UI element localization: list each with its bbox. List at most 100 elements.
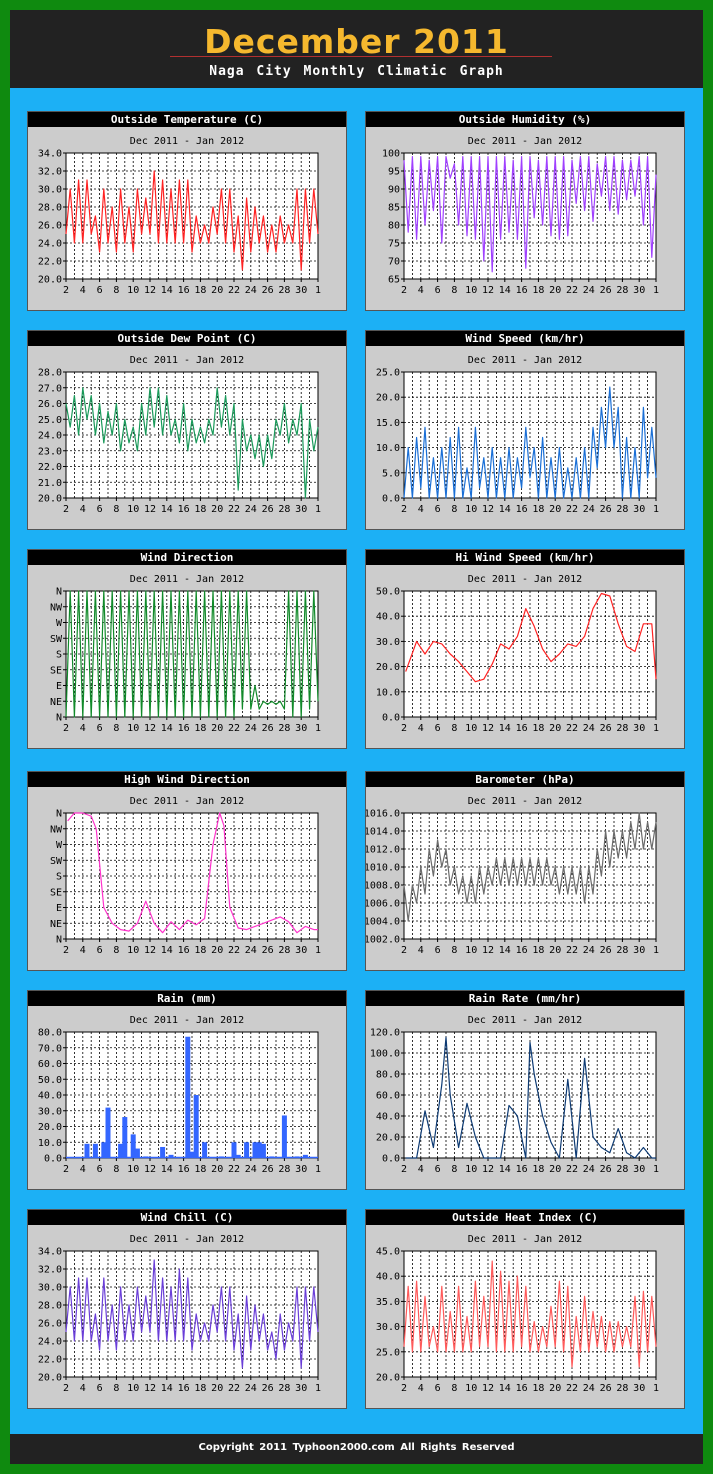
- y-tick-label: 32.0: [38, 167, 62, 178]
- x-tick-label: 4: [418, 945, 424, 956]
- y-tick-label: 25.0: [38, 415, 62, 426]
- y-tick-label: 80: [388, 221, 400, 232]
- x-tick-label: 22: [228, 723, 240, 734]
- x-tick-label: 4: [80, 945, 86, 956]
- y-tick-label: 20.0: [376, 1373, 400, 1384]
- x-tick-label: 18: [194, 1164, 206, 1175]
- bar: [244, 1142, 250, 1158]
- x-tick-label: 28: [616, 723, 628, 734]
- x-tick-label: 28: [616, 1164, 628, 1175]
- plot-frame: [403, 812, 657, 940]
- y-tick-label: 25.0: [376, 1347, 400, 1358]
- chart-title: Wind Chill (C): [28, 1210, 346, 1225]
- x-tick-label: 16: [178, 1383, 190, 1394]
- bar: [281, 1115, 287, 1158]
- x-tick-label: 2: [401, 723, 407, 734]
- x-tick-label: 18: [194, 285, 206, 296]
- x-tick-label: 6: [97, 1383, 103, 1394]
- y-tick-label: 28.0: [38, 1301, 62, 1312]
- x-tick-label: 4: [80, 1164, 86, 1175]
- x-tick-label: 28: [278, 723, 290, 734]
- footer: Copyright 2011 Typhoon2000.com All Right…: [10, 1434, 703, 1464]
- barometer-plot: Dec 2011 - Jan 20121016.01014.01012.0101…: [366, 796, 659, 956]
- y-tick-label: 0.0: [44, 1154, 62, 1165]
- x-tick-label: 1: [653, 285, 659, 296]
- y-tick-label: W: [56, 618, 63, 629]
- x-tick-label: 2: [63, 285, 69, 296]
- plot-frame: [403, 1250, 657, 1378]
- chart-subtitle: Dec 2011 - Jan 2012: [468, 1015, 582, 1026]
- y-tick-label: SE: [50, 665, 62, 676]
- y-tick-label: 10.0: [376, 443, 400, 454]
- x-tick-label: 18: [532, 945, 544, 956]
- y-tick-label: 85: [388, 203, 400, 214]
- y-tick-label: 50.0: [376, 587, 400, 598]
- x-tick-label: 22: [228, 1383, 240, 1394]
- y-tick-label: 26.0: [38, 1319, 62, 1330]
- chart-title: Wind Speed (km/hr): [366, 331, 684, 346]
- x-tick-label: 26: [600, 723, 612, 734]
- y-tick-label: 75: [388, 239, 400, 250]
- series-line: [403, 812, 657, 922]
- x-tick-label: 4: [80, 723, 86, 734]
- x-tick-label: 1: [315, 504, 321, 515]
- x-tick-label: 28: [278, 504, 290, 515]
- chart-subtitle: Dec 2011 - Jan 2012: [130, 136, 244, 147]
- x-tick-label: 4: [80, 504, 86, 515]
- wind-speed-chart: Dec 2011 - Jan 2012 25.0 20.0 15.0 10.0 5.0 0.…: [365, 330, 685, 530]
- wind-direction-chart: Dec 2011 - Jan 2012 N NW W SW S SE E NE N 2 4 6 8 10 12…: [27, 549, 347, 749]
- x-tick-label: 14: [161, 1164, 173, 1175]
- outside-humidity-chart: Dec 2011 - Jan 2012 100 95 90 85 80 75 70 65 2 4 6 8…: [365, 111, 685, 311]
- x-tick-label: 1: [653, 504, 659, 515]
- y-tick-label: SW: [50, 634, 63, 645]
- x-tick-label: 10: [465, 723, 477, 734]
- page-subtitle: Naga City Monthly Climatic Graph: [209, 64, 504, 79]
- x-tick-label: 20: [211, 1383, 223, 1394]
- y-tick-label: NE: [50, 697, 62, 708]
- x-tick-label: 12: [144, 1383, 156, 1394]
- y-tick-label: 40.0: [38, 1091, 62, 1102]
- x-tick-label: 30: [633, 285, 645, 296]
- plot-frame: [65, 812, 319, 940]
- x-tick-label: 10: [127, 504, 139, 515]
- y-tick-label: 21.0: [38, 478, 62, 489]
- bar: [134, 1148, 140, 1158]
- y-tick-label: 20.0: [38, 275, 62, 286]
- series-line: [65, 590, 319, 718]
- y-tick-label: 20.0: [38, 1122, 62, 1133]
- x-tick-label: 24: [245, 285, 257, 296]
- y-tick-label: NE: [50, 919, 62, 930]
- x-tick-label: 12: [482, 285, 494, 296]
- y-tick-label: SW: [50, 856, 63, 867]
- x-tick-label: 18: [194, 945, 206, 956]
- x-tick-label: 30: [633, 945, 645, 956]
- outside-temperature-chart: Dec 2011 - Jan 2012 34.0 32.0 30.0 28.0 26.0 2…: [27, 111, 347, 311]
- x-tick-label: 2: [63, 1164, 69, 1175]
- bar: [193, 1095, 199, 1158]
- x-tick-label: 8: [113, 285, 119, 296]
- x-tick-label: 8: [113, 504, 119, 515]
- y-tick-label: 20.0: [376, 1133, 400, 1144]
- x-tick-label: 8: [451, 285, 457, 296]
- x-tick-label: 28: [278, 285, 290, 296]
- series-line: [65, 1259, 319, 1369]
- x-tick-label: 16: [516, 285, 528, 296]
- x-tick-label: 6: [97, 504, 103, 515]
- y-tick-label: NW: [50, 824, 63, 835]
- x-tick-label: 6: [435, 285, 441, 296]
- x-tick-label: 16: [178, 723, 190, 734]
- outside-dew-point-plot: Dec 2011 - Jan 2012 28.0 27.0 26.0 25.0 24.0 2…: [38, 355, 321, 515]
- x-tick-label: 16: [178, 285, 190, 296]
- y-tick-label: 0.0: [382, 494, 400, 505]
- x-tick-label: 12: [482, 1383, 494, 1394]
- plot-frame: [403, 371, 657, 499]
- chart-subtitle: Dec 2011 - Jan 2012: [468, 574, 582, 585]
- x-tick-label: 12: [144, 285, 156, 296]
- series-line: [405, 1036, 656, 1159]
- chart-subtitle: Dec 2011 - Jan 2012: [130, 574, 244, 585]
- y-tick-label: 15.0: [376, 418, 400, 429]
- x-tick-label: 28: [278, 945, 290, 956]
- x-tick-label: 24: [583, 945, 595, 956]
- x-tick-label: 6: [435, 723, 441, 734]
